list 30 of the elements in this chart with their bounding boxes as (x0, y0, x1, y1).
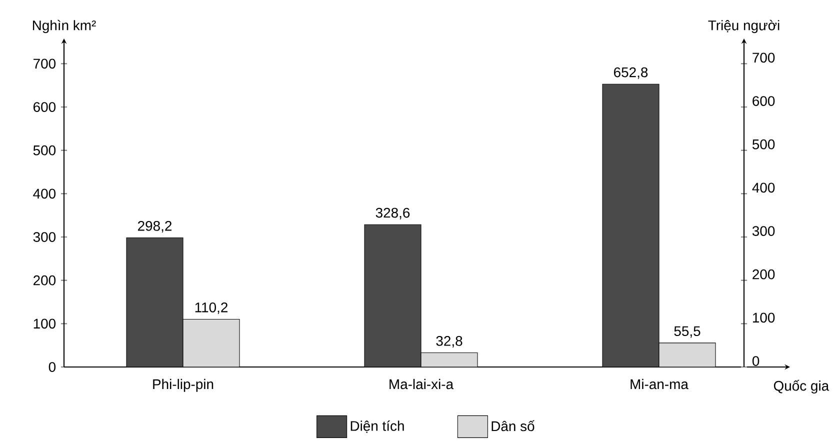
x-tick-label: Mi-an-ma (630, 378, 688, 390)
y2-tick-label: 600 (752, 96, 775, 106)
y-tick-label: 400 (33, 188, 56, 199)
data-label: 652,8 (614, 67, 648, 79)
data-label: 55,5 (674, 326, 700, 338)
data-label: 110,2 (195, 302, 228, 314)
y-axis-title: Nghìn km² (32, 20, 96, 34)
y-tick-label: 300 (33, 232, 56, 242)
data-label: 32,8 (436, 336, 462, 348)
x-tick-label: Phi-lip-pin (153, 378, 214, 392)
y2-tick-label: 200 (752, 269, 775, 280)
y2-tick-label: 0 (752, 356, 760, 366)
y-tick-label: 200 (34, 275, 56, 286)
y2-tick-label: 100 (752, 312, 775, 323)
y2-tick-label: 500 (752, 139, 775, 150)
y-tick-label: 100 (34, 318, 56, 329)
x-tick-label: Ma-lai-xi-a (390, 378, 454, 390)
y-tick-label: 700 (34, 58, 56, 69)
legend-label: Dân số (492, 420, 535, 432)
y2-tick-label: 400 (752, 182, 775, 193)
y2-axis-title: Triệu người (708, 20, 780, 34)
y-tick-label: 500 (33, 145, 56, 156)
y-tick-label: 600 (34, 102, 56, 112)
x-axis-title: Quốc gia (774, 380, 830, 394)
data-label: 328,6 (376, 208, 410, 220)
y-tick-label: 0 (48, 362, 56, 372)
y2-tick-label: 300 (752, 226, 775, 236)
y2-tick-label: 700 (752, 52, 775, 63)
data-label: 298,2 (138, 221, 172, 233)
legend-label: Diện tích (350, 420, 404, 433)
